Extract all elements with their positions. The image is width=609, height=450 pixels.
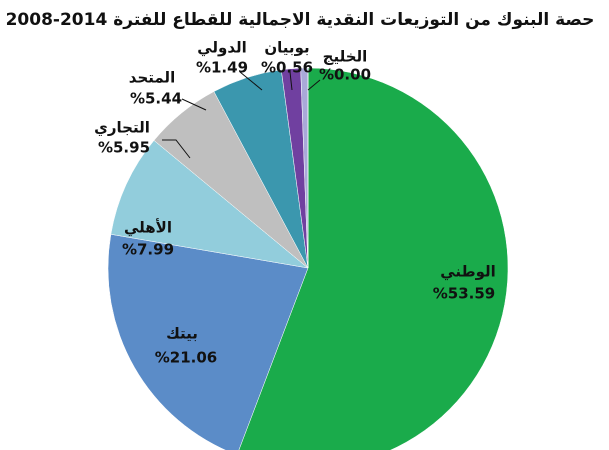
chart-title: حصة البنوك من التوزيعات النقدية الاجمالي…	[6, 10, 595, 30]
slice-label: الأهلي	[124, 219, 172, 237]
slice-label: بيتك	[166, 325, 198, 343]
value-label: %0.00	[319, 66, 371, 84]
value-label: %1.49	[196, 59, 248, 77]
leader-line	[181, 98, 207, 111]
pie-slice	[107, 233, 309, 450]
leader-line	[289, 71, 293, 91]
slice-label: الوطني	[440, 263, 496, 281]
slice-label: الخليج	[323, 48, 368, 66]
slice-label: المتحد	[129, 69, 175, 87]
leader-line	[239, 71, 263, 91]
value-label: %21.06	[155, 349, 217, 367]
leader-line	[307, 79, 321, 91]
value-label: %5.95	[98, 139, 150, 157]
value-label: %0.56	[261, 59, 313, 77]
pie-slice	[110, 140, 309, 269]
slice-label: الدولي	[197, 39, 247, 57]
value-label: %53.59	[433, 285, 495, 303]
slice-label: التجاري	[94, 119, 150, 138]
pie-slice	[238, 67, 509, 450]
leader-line	[162, 139, 191, 159]
slice-label: بوبيان	[264, 39, 309, 57]
value-label: %7.99	[122, 241, 174, 259]
value-label: %5.44	[130, 90, 182, 108]
